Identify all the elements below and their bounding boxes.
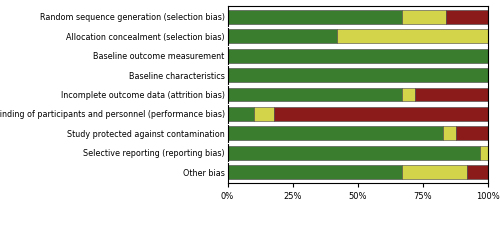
Bar bbox=[228, 165, 402, 179]
Bar bbox=[228, 87, 402, 102]
Bar bbox=[402, 87, 414, 102]
Bar bbox=[228, 68, 488, 82]
Bar bbox=[228, 126, 444, 140]
Bar bbox=[228, 29, 336, 43]
Bar bbox=[446, 10, 488, 24]
Bar bbox=[414, 87, 488, 102]
Bar bbox=[228, 10, 402, 24]
Bar bbox=[402, 165, 466, 179]
Bar bbox=[456, 126, 488, 140]
Bar bbox=[480, 146, 488, 160]
Bar bbox=[402, 10, 446, 24]
Bar bbox=[336, 29, 488, 43]
Bar bbox=[444, 126, 456, 140]
Bar bbox=[254, 107, 274, 121]
Bar bbox=[466, 165, 487, 179]
Bar bbox=[228, 146, 480, 160]
Bar bbox=[228, 107, 254, 121]
Bar bbox=[228, 49, 488, 63]
Bar bbox=[274, 107, 488, 121]
